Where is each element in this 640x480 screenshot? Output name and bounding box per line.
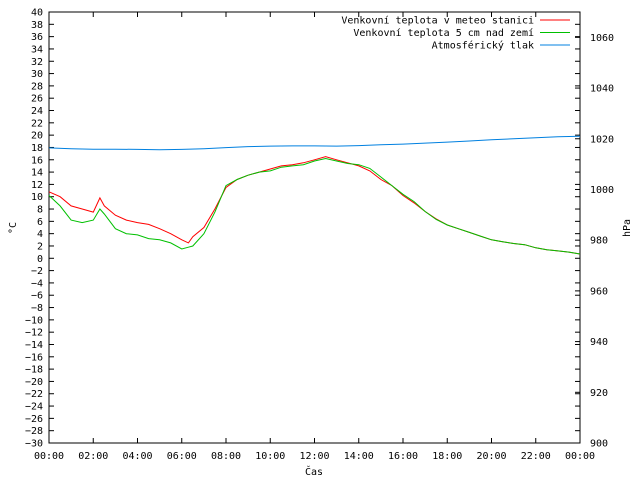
- y-tick-label: −12: [25, 328, 43, 339]
- y2-tick-label: 980: [590, 236, 608, 247]
- y-tick-label: 0: [37, 254, 43, 265]
- y-tick-label: 34: [31, 44, 43, 55]
- x-tick-label: 06:00: [167, 451, 197, 462]
- y-tick-label: −22: [25, 389, 43, 400]
- y-tick-label: 30: [31, 69, 43, 80]
- y-tick-label: 28: [31, 81, 43, 92]
- y2-tick-label: 940: [590, 337, 608, 348]
- y-tick-label: −18: [25, 365, 43, 376]
- y-tick-label: 6: [37, 217, 43, 228]
- y-tick-label: −6: [31, 291, 43, 302]
- y-tick-label: −24: [25, 402, 43, 413]
- legend-label-1: Venkovní teplota v meteo stanici: [341, 15, 534, 27]
- y-tick-label: 10: [31, 192, 43, 203]
- y2-tick-label: 1060: [590, 33, 614, 44]
- y-tick-label: 14: [31, 168, 43, 179]
- y-tick-label: −30: [25, 439, 43, 450]
- y-tick-label: 32: [31, 57, 43, 68]
- legend-label-3: Atmosférický tlak: [432, 40, 534, 52]
- y-tick-label: 8: [37, 205, 43, 216]
- x-tick-label: 12:00: [299, 451, 329, 462]
- series-line-3: [48, 135, 581, 151]
- y-tick-label: −20: [25, 377, 43, 388]
- y-tick-label: 40: [31, 8, 43, 19]
- y-tick-label: 2: [37, 241, 43, 252]
- series-line-1: [48, 156, 581, 255]
- y2-tick-label: 1000: [590, 185, 614, 196]
- bottom-axis: 00:00 02:00 04:00 06:00 08:00 10:00 12:00 14:00…: [34, 12, 595, 462]
- x-tick-label: 00:00: [34, 451, 64, 462]
- y-tick-label: −4: [31, 278, 43, 289]
- series-layer: [48, 135, 581, 255]
- y-tick-label: −16: [25, 352, 43, 363]
- y2-tick-label: 1040: [590, 84, 614, 95]
- right-axis: 900 920 940 960 980 1000 1020 1040 1060: [575, 33, 614, 450]
- y2-tick-label: 900: [590, 439, 608, 450]
- y-tick-label: −8: [31, 303, 43, 314]
- x-tick-label: 20:00: [476, 451, 506, 462]
- x-tick-label: 02:00: [78, 451, 108, 462]
- y2-tick-label: 960: [590, 286, 608, 297]
- y-tick-label: 4: [37, 229, 43, 240]
- x-tick-label: 22:00: [521, 451, 551, 462]
- legend-label-2: Venkovní teplota 5 cm nad zemí: [353, 27, 534, 39]
- series-line-2: [48, 157, 581, 255]
- y-tick-label: 12: [31, 180, 43, 191]
- y-tick-label: −2: [31, 266, 43, 277]
- x-axis-label: Čas: [305, 465, 323, 478]
- x-tick-label: 16:00: [388, 451, 418, 462]
- y-tick-label: −10: [25, 315, 43, 326]
- y-tick-label: 24: [31, 106, 43, 117]
- x-tick-label: 14:00: [344, 451, 374, 462]
- y-tick-label: −28: [25, 426, 43, 437]
- y2-tick-label: 1020: [590, 134, 614, 145]
- legend: Venkovní teplota v meteo staniciVenkovní…: [341, 15, 570, 52]
- y-tick-label: 22: [31, 118, 43, 129]
- x-tick-label: 18:00: [432, 451, 462, 462]
- y-tick-label: 20: [31, 131, 43, 142]
- y-axis-label: °C: [8, 222, 19, 234]
- plot-frame: [48, 11, 581, 444]
- left-axis: −30−28−26−24−22−20−18−16−14−12−10−8−6−4−…: [25, 8, 580, 450]
- y-tick-label: 16: [31, 155, 43, 166]
- y-tick-label: 26: [31, 94, 43, 105]
- y-tick-label: −14: [25, 340, 43, 351]
- x-tick-label: 04:00: [122, 451, 152, 462]
- y-tick-label: 18: [31, 143, 43, 154]
- x-tick-label: 00:00: [565, 451, 595, 462]
- y2-axis-label: hPa: [622, 219, 633, 237]
- y-tick-label: −26: [25, 414, 43, 425]
- y2-tick-label: 920: [590, 388, 608, 399]
- y-tick-label: 38: [31, 20, 43, 31]
- y-tick-label: 36: [31, 32, 43, 43]
- x-tick-label: 08:00: [211, 451, 241, 462]
- x-tick-label: 10:00: [255, 451, 285, 462]
